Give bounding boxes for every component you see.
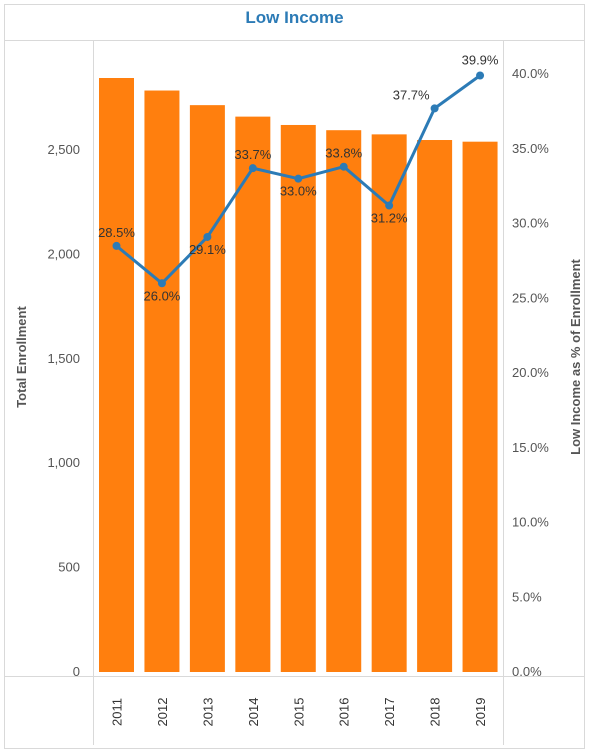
line-point xyxy=(339,162,348,171)
line-point xyxy=(294,174,303,183)
data-label: 31.2% xyxy=(371,211,408,226)
data-label: 29.1% xyxy=(189,242,226,257)
line-point xyxy=(203,232,212,241)
title-divider xyxy=(4,40,585,41)
bar xyxy=(280,124,316,672)
y2-tick-label: 35.0% xyxy=(512,141,549,156)
y-tick-label: 2,500 xyxy=(47,142,80,157)
y-tick-label: 500 xyxy=(58,560,80,575)
line-point xyxy=(112,241,121,250)
line-point xyxy=(476,71,485,80)
x-tick-label: 2011 xyxy=(110,698,125,726)
data-label: 26.0% xyxy=(144,288,181,303)
left-axis-divider xyxy=(93,40,94,745)
line-point xyxy=(385,201,394,210)
y2-tick-label: 25.0% xyxy=(512,290,549,305)
y-tick-label: 1,500 xyxy=(47,351,80,366)
x-axis-baseline xyxy=(4,676,585,677)
right-axis-divider xyxy=(503,40,504,745)
y2-tick-label: 10.0% xyxy=(512,515,549,530)
y2-axis-label: Low Income as % of Enrollment xyxy=(568,258,583,454)
data-label: 28.5% xyxy=(98,225,135,240)
bar xyxy=(326,130,362,672)
y-axis-label: Total Enrollment xyxy=(14,306,29,408)
bar xyxy=(371,134,407,673)
bar xyxy=(462,141,498,672)
data-label: 33.8% xyxy=(325,146,362,161)
y2-tick-label: 30.0% xyxy=(512,216,549,231)
chart-frame xyxy=(4,4,585,749)
y2-tick-label: 20.0% xyxy=(512,365,549,380)
y-tick-label: 2,000 xyxy=(47,246,80,261)
y2-tick-label: 15.0% xyxy=(512,440,549,455)
bar xyxy=(417,140,453,673)
bar xyxy=(99,78,134,672)
data-labels: 28.5% 26.0% 29.1% 33.7% 33.0% 33.8% 31.2% 37.7%… xyxy=(98,52,499,303)
bar xyxy=(189,105,225,673)
y-tick-label: 1,000 xyxy=(47,455,80,470)
x-tick-label: 2017 xyxy=(382,698,397,727)
y2-axis-ticks: 0.0% 5.0% 10.0% 15.0% 20.0% 25.0% 30.0% 35.0% 40… xyxy=(512,66,549,679)
x-tick-label: 2019 xyxy=(473,698,488,727)
y2-tick-label: 0.0% xyxy=(512,664,542,679)
data-label: 39.9% xyxy=(462,52,499,67)
bar xyxy=(235,116,271,672)
line-point xyxy=(157,279,166,288)
y-tick-label: 0 xyxy=(73,664,80,679)
data-label: 33.7% xyxy=(234,147,271,162)
x-axis-ticks: 2011 2012 2013 2014 2015 2016 2017 2018 2019 xyxy=(110,698,489,727)
x-tick-label: 2018 xyxy=(428,698,443,727)
x-tick-label: 2014 xyxy=(246,698,261,727)
line-point xyxy=(248,164,257,173)
line-series xyxy=(112,71,485,288)
bar-series xyxy=(99,78,498,673)
bar xyxy=(144,90,180,673)
x-tick-label: 2013 xyxy=(200,698,215,727)
data-label: 33.0% xyxy=(280,184,317,199)
chart-title: Low Income xyxy=(245,8,344,27)
x-tick-label: 2015 xyxy=(291,698,306,727)
y-axis-ticks: 0 500 1,000 1,500 2,000 2,500 xyxy=(47,142,80,679)
data-label: 37.7% xyxy=(393,87,430,102)
x-tick-label: 2012 xyxy=(155,698,170,727)
y2-tick-label: 5.0% xyxy=(512,589,542,604)
line-point xyxy=(430,104,439,113)
y2-tick-label: 40.0% xyxy=(512,66,549,81)
x-tick-label: 2016 xyxy=(337,698,352,727)
